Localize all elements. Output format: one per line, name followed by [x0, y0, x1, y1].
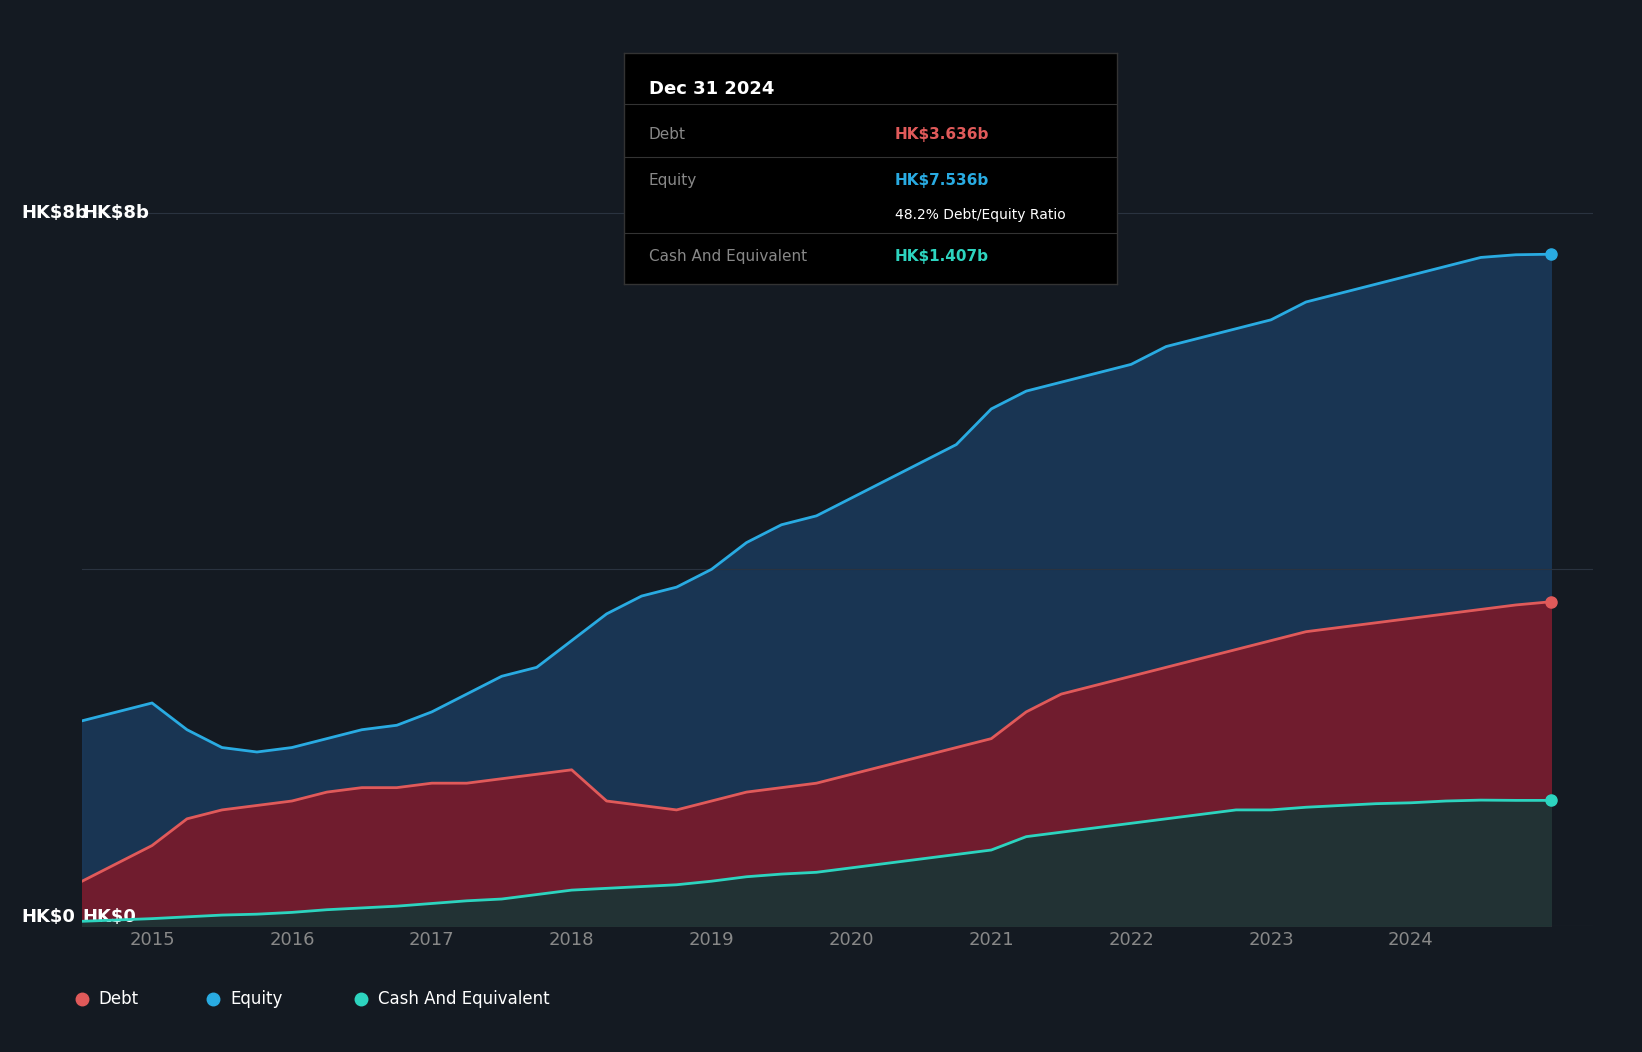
- Text: Debt: Debt: [649, 126, 686, 142]
- Text: HK$0: HK$0: [82, 908, 136, 926]
- Text: Equity: Equity: [230, 990, 282, 1009]
- Text: Equity: Equity: [649, 173, 696, 188]
- Text: HK$8b: HK$8b: [21, 204, 89, 222]
- Text: HK$3.636b: HK$3.636b: [895, 126, 988, 142]
- Text: HK$1.407b: HK$1.407b: [895, 249, 988, 264]
- Text: 48.2% Debt/Equity Ratio: 48.2% Debt/Equity Ratio: [895, 207, 1066, 222]
- Text: Cash And Equivalent: Cash And Equivalent: [649, 249, 806, 264]
- Text: HK$7.536b: HK$7.536b: [895, 173, 988, 188]
- Text: Debt: Debt: [99, 990, 138, 1009]
- Text: HK$8b: HK$8b: [82, 204, 149, 222]
- Text: Dec 31 2024: Dec 31 2024: [649, 80, 773, 99]
- Text: HK$0: HK$0: [21, 908, 76, 926]
- Text: Cash And Equivalent: Cash And Equivalent: [378, 990, 550, 1009]
